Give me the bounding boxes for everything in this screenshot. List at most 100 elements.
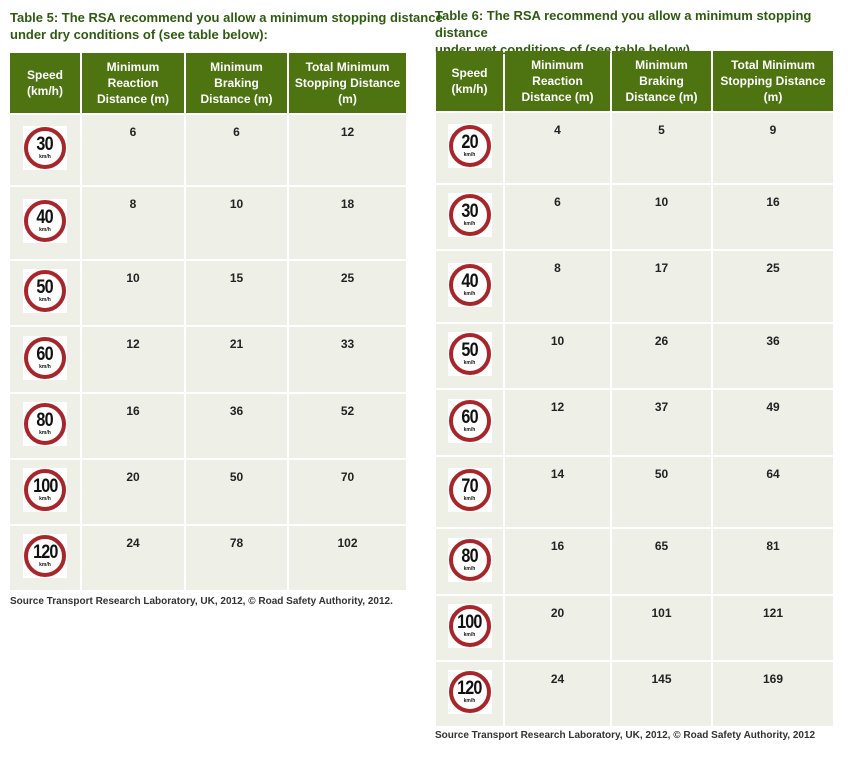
speed-unit: km/h <box>39 363 51 370</box>
braking-distance-header: Minimum Braking Distance (m) <box>612 51 711 111</box>
table-5-source: Source Transport Research Laboratory, UK… <box>10 596 393 607</box>
speed-cell: 80 km/h <box>436 529 503 594</box>
reaction-distance-cell: 6 <box>82 115 184 185</box>
total-distance-cell: 70 <box>289 460 406 524</box>
speed-unit: km/h <box>463 290 476 297</box>
reaction-distance-cell: 24 <box>505 662 610 726</box>
reaction-distance-cell: 6 <box>505 185 610 249</box>
braking-distance-cell: 50 <box>612 457 711 527</box>
speed-header: Speed (km/h) <box>436 51 503 111</box>
speed-value: 30 <box>461 201 478 222</box>
speed-limit-sign-icon: 50 km/h <box>447 332 492 376</box>
braking-distance-cell: 37 <box>612 390 711 455</box>
speed-value: 80 <box>461 545 478 567</box>
speed-value: 50 <box>461 340 478 361</box>
speed-limit-sign-icon: 30 km/h <box>447 193 492 237</box>
wet-stopping-distance-table: Speed (km/h) Minimum Reaction Distance (m… <box>434 49 835 728</box>
sign-ring: 80 km/h <box>24 403 66 445</box>
speed-limit-sign-icon: 100 km/h <box>23 468 67 512</box>
braking-distance-header: Minimum Braking Distance (m) <box>186 53 287 113</box>
reaction-distance-cell: 20 <box>82 460 184 524</box>
speed-value: 80 <box>36 410 54 431</box>
total-distance-cell: 18 <box>289 187 406 259</box>
reaction-distance-cell: 16 <box>505 529 610 594</box>
header-row: Speed (km/h) Minimum Reaction Distance (m… <box>436 51 833 111</box>
table-row: 120 km/h 24 145 169 <box>436 662 833 726</box>
speed-cell: 20 km/h <box>436 113 503 183</box>
reaction-distance-cell: 12 <box>82 327 184 392</box>
table-row: 60 km/h 12 37 49 <box>436 390 833 455</box>
speed-limit-sign-icon: 60 km/h <box>447 398 492 443</box>
speed-value: 30 <box>36 134 54 155</box>
speed-cell: 120 km/h <box>10 526 80 590</box>
speed-cell: 40 km/h <box>436 251 503 322</box>
sign-ring: 40 km/h <box>448 263 491 306</box>
table-row: 70 km/h 14 50 64 <box>436 457 833 527</box>
speed-limit-sign-icon: 40 km/h <box>447 262 492 307</box>
speed-cell: 60 km/h <box>10 327 80 392</box>
sign-ring: 70 km/h <box>448 469 491 511</box>
speed-unit: km/h <box>39 562 51 568</box>
table-row: 60 km/h 12 21 33 <box>10 327 406 392</box>
speed-unit: km/h <box>39 297 51 303</box>
speed-cell: 100 km/h <box>10 460 80 524</box>
reaction-distance-cell: 20 <box>505 596 610 660</box>
braking-distance-cell: 50 <box>186 460 287 524</box>
table-row: 100 km/h 20 50 70 <box>10 460 406 524</box>
reaction-distance-cell: 10 <box>82 261 184 325</box>
reaction-distance-cell: 8 <box>82 187 184 259</box>
sign-ring: 100 km/h <box>24 469 66 511</box>
speed-unit: km/h <box>463 152 476 158</box>
speed-value: 70 <box>461 476 478 497</box>
braking-distance-cell: 6 <box>186 115 287 185</box>
speed-limit-sign-icon: 120 km/h <box>23 534 67 578</box>
reaction-distance-cell: 4 <box>505 113 610 183</box>
total-distance-cell: 16 <box>713 185 833 249</box>
table-row: 40 km/h 8 17 25 <box>436 251 833 322</box>
total-distance-cell: 64 <box>713 457 833 527</box>
total-stopping-distance-header: Total Minimum Stopping Distance (m) <box>713 51 833 111</box>
speed-limit-sign-icon: 20 km/h <box>447 124 492 168</box>
total-distance-cell: 49 <box>713 390 833 455</box>
speed-value: 40 <box>461 270 478 292</box>
total-distance-cell: 121 <box>713 596 833 660</box>
speed-limit-sign-icon: 120 km/h <box>447 670 492 714</box>
braking-distance-cell: 101 <box>612 596 711 660</box>
table-6-source: Source Transport Research Laboratory, UK… <box>435 730 816 741</box>
speed-unit: km/h <box>463 632 476 638</box>
table-row: 20 km/h 4 5 9 <box>436 113 833 183</box>
total-distance-cell: 169 <box>713 662 833 726</box>
sign-ring: 60 km/h <box>24 336 66 379</box>
speed-value: 100 <box>32 476 58 497</box>
speed-value: 120 <box>32 542 58 563</box>
table-row: 80 km/h 16 36 52 <box>10 394 406 458</box>
dry-stopping-distance-table: Speed (km/h) Minimum Reaction Distance (m… <box>8 51 408 592</box>
speed-cell: 40 km/h <box>10 187 80 259</box>
speed-value: 100 <box>457 612 482 633</box>
speed-limit-sign-icon: 60 km/h <box>23 335 67 380</box>
speed-cell: 50 km/h <box>10 261 80 325</box>
speed-header: Speed (km/h) <box>10 53 80 113</box>
braking-distance-cell: 5 <box>612 113 711 183</box>
reaction-distance-cell: 24 <box>82 526 184 590</box>
sign-ring: 80 km/h <box>448 538 491 581</box>
reaction-distance-cell: 12 <box>505 390 610 455</box>
speed-limit-sign-icon: 80 km/h <box>23 402 67 446</box>
table-row: 50 km/h 10 26 36 <box>436 324 833 388</box>
total-distance-cell: 36 <box>713 324 833 388</box>
total-distance-cell: 25 <box>289 261 406 325</box>
braking-distance-cell: 26 <box>612 324 711 388</box>
speed-unit: km/h <box>39 227 51 233</box>
speed-cell: 30 km/h <box>436 185 503 249</box>
total-distance-cell: 81 <box>713 529 833 594</box>
sign-ring: 120 km/h <box>448 671 491 713</box>
total-distance-cell: 25 <box>713 251 833 322</box>
header-row: Speed (km/h) Minimum Reaction Distance (m… <box>10 53 406 113</box>
speed-value: 60 <box>461 406 478 428</box>
total-stopping-distance-header: Total Minimum Stopping Distance (m) <box>289 53 406 113</box>
reaction-distance-header: Minimum Reaction Distance (m) <box>82 53 184 113</box>
speed-cell: 80 km/h <box>10 394 80 458</box>
title-line: under dry conditions of (see table below… <box>10 27 268 42</box>
sign-ring: 50 km/h <box>448 333 491 375</box>
reaction-distance-cell: 16 <box>82 394 184 458</box>
